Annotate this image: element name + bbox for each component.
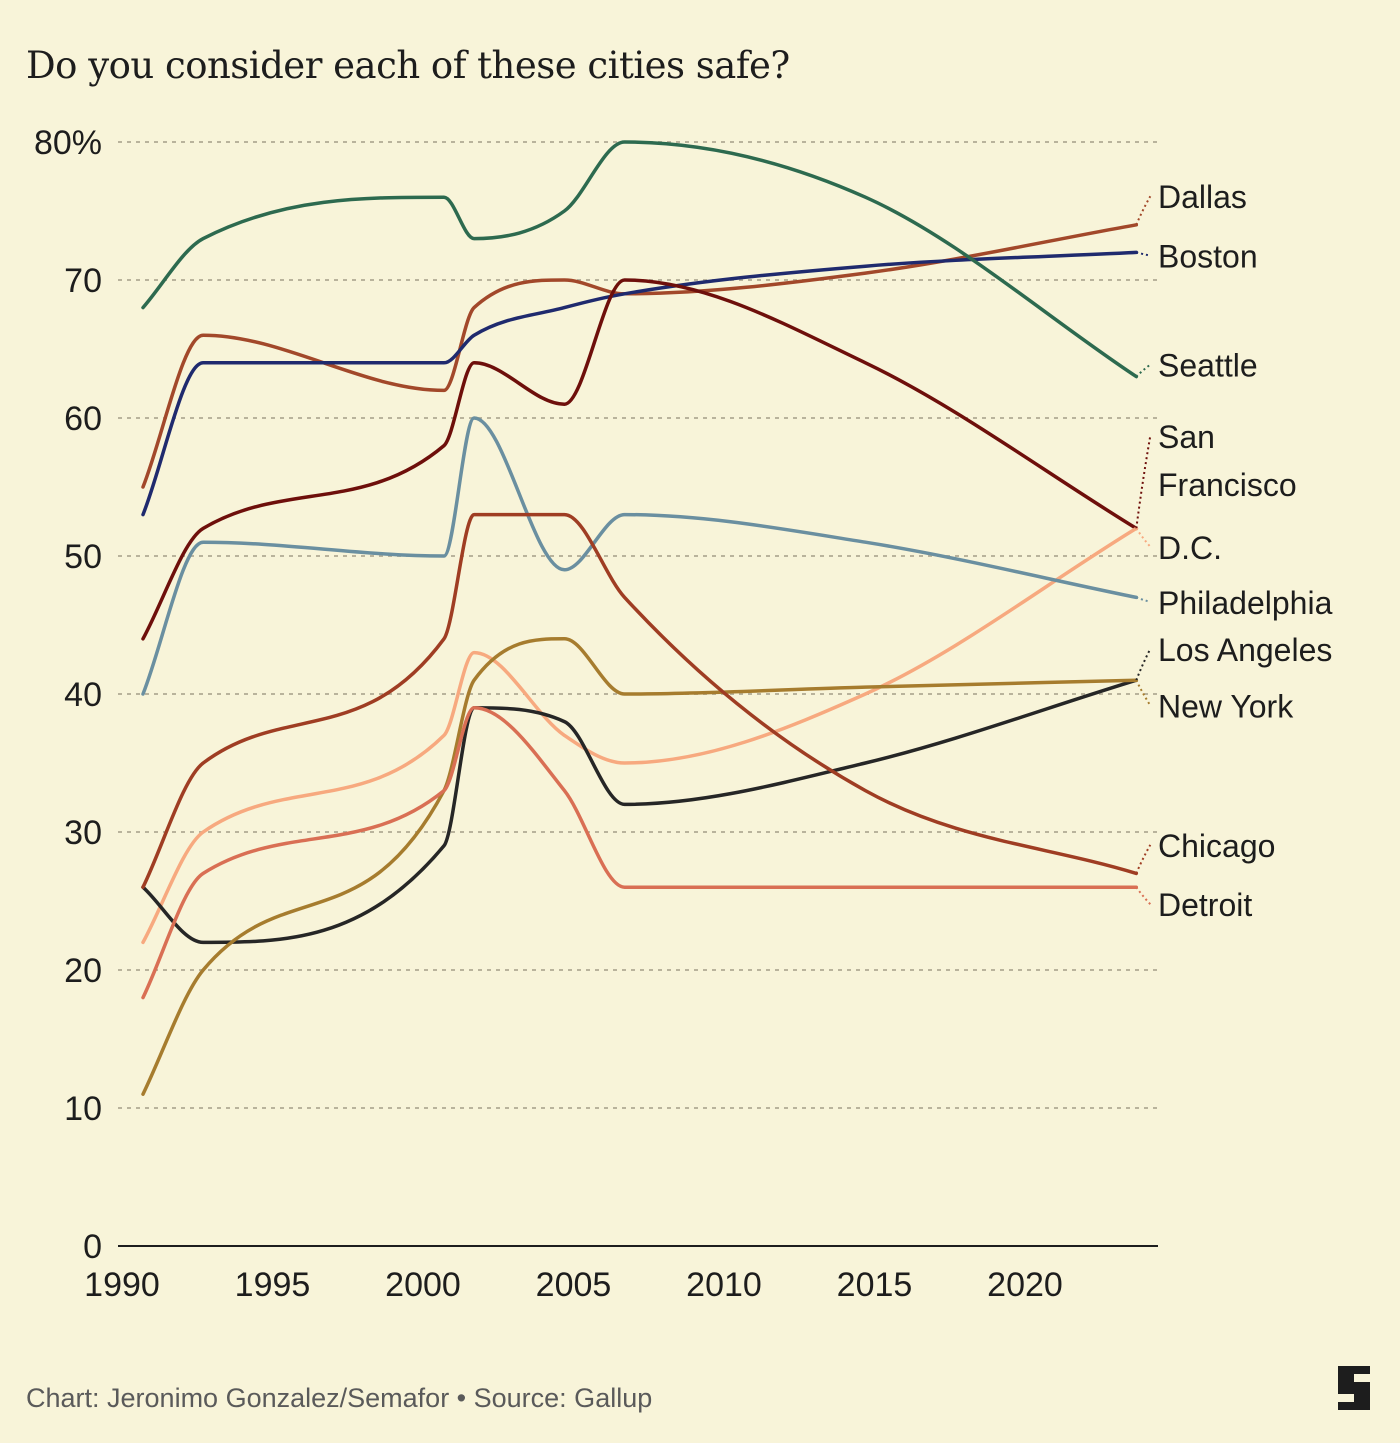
series-line-detroit xyxy=(141,706,1139,1000)
series-label-chicago: Chicago xyxy=(1158,828,1275,864)
y-tick-label: 60 xyxy=(64,400,102,438)
chart-title: Do you consider each of these cities saf… xyxy=(26,44,790,87)
series-line-chicago xyxy=(141,512,1139,889)
series-line-d-c xyxy=(141,526,1139,945)
label-leader-san-francisco xyxy=(1135,435,1152,529)
y-tick-label: 80% xyxy=(34,124,102,162)
label-leaders xyxy=(1135,195,1152,905)
series-line-seattle xyxy=(141,140,1139,379)
x-tick-label: 1990 xyxy=(84,1266,160,1304)
series-label-philadelphia: Philadelphia xyxy=(1158,585,1333,621)
x-tick-label: 2005 xyxy=(536,1266,612,1304)
y-tick-label: 10 xyxy=(64,1090,102,1128)
gridlines xyxy=(118,141,1158,1109)
series-label-boston: Boston xyxy=(1158,239,1258,275)
y-tick-label: 40 xyxy=(64,676,102,714)
x-tick-label: 1995 xyxy=(235,1266,311,1304)
series-label-new-york: New York xyxy=(1158,688,1294,724)
label-leader-seattle xyxy=(1135,363,1151,378)
series-line-boston xyxy=(141,250,1139,517)
semafor-logo-icon xyxy=(1338,1366,1370,1410)
label-leader-new-york xyxy=(1135,679,1152,706)
y-tick-label: 70 xyxy=(64,262,102,300)
series-label-seattle: Seattle xyxy=(1158,348,1258,384)
y-axis-ticks: 0 10 20 30 40 50 60 70 80% xyxy=(34,124,102,1266)
y-tick-label: 0 xyxy=(83,1228,102,1266)
y-tick-label: 30 xyxy=(64,814,102,852)
series-line-philadelphia xyxy=(141,416,1139,696)
label-leader-detroit xyxy=(1135,886,1152,905)
label-leader-dallas xyxy=(1135,195,1152,226)
label-leader-d-c xyxy=(1135,527,1152,548)
label-leader-los-angeles xyxy=(1135,648,1152,681)
y-tick-label: 50 xyxy=(64,538,102,576)
series-label-dallas: Dallas xyxy=(1158,179,1247,215)
label-leader-philadelphia xyxy=(1135,596,1151,603)
series-line-dallas xyxy=(141,223,1139,489)
label-leader-chicago xyxy=(1135,844,1152,874)
series-labels: Dallas Boston Seattle San Francisco D.C. Phila… xyxy=(1158,179,1333,923)
series-line-san-francisco xyxy=(141,278,1139,641)
series-label-detroit: Detroit xyxy=(1158,887,1252,923)
x-axis-ticks: 1990 1995 2000 2005 2010 2015 2020 xyxy=(84,1266,1063,1304)
series-line-los-angeles xyxy=(141,678,1139,945)
series-line-new-york xyxy=(141,637,1139,1096)
y-tick-label: 20 xyxy=(64,952,102,990)
series-label-san-francisco: San Francisco xyxy=(1158,419,1297,503)
label-leader-boston xyxy=(1136,251,1151,257)
x-tick-label: 2015 xyxy=(837,1266,913,1304)
x-tick-label: 2020 xyxy=(987,1266,1063,1304)
series-lines xyxy=(141,140,1139,1096)
x-tick-label: 2010 xyxy=(686,1266,762,1304)
chart-credit: Chart: Jeronimo Gonzalez/Semafor • Sourc… xyxy=(26,1383,653,1413)
series-label-los-angeles: Los Angeles xyxy=(1158,632,1332,668)
series-label-d-c: D.C. xyxy=(1158,530,1222,566)
x-tick-label: 2000 xyxy=(385,1266,461,1304)
